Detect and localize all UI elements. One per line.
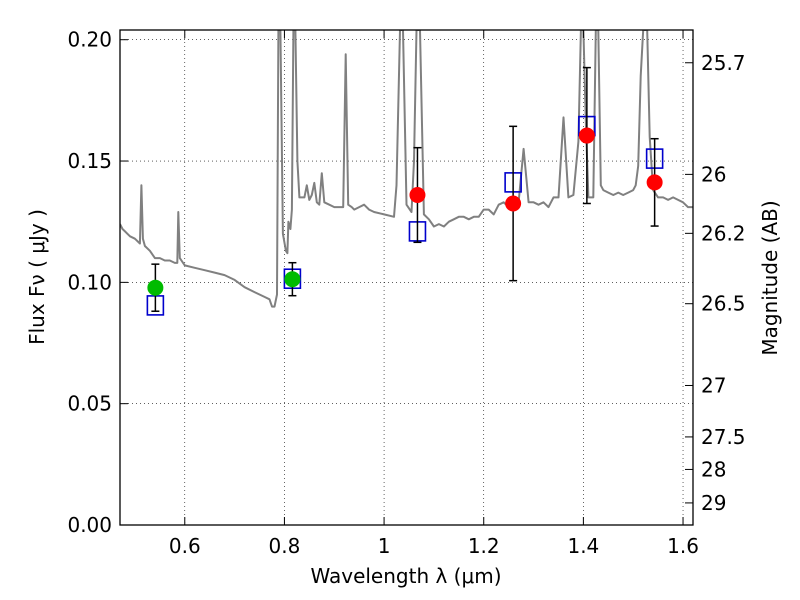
y-axis-label: Flux Fν ( μJy ) xyxy=(25,209,49,345)
x-tick-label: 1.6 xyxy=(667,534,699,558)
plot-background xyxy=(120,30,693,525)
mag-tick-label: 25.7 xyxy=(701,51,746,75)
mag-tick-label: 26.2 xyxy=(701,221,746,245)
mag-tick-label: 29 xyxy=(701,491,726,515)
y-tick-label: 0.15 xyxy=(67,149,112,173)
axis-ticks: 0.6 0.8 1 1.2 1.4 1.6 0.00 0.05 0.10 0.15 0.20 25.7… xyxy=(67,28,745,558)
observed-point xyxy=(284,271,301,288)
model-sed-line xyxy=(120,30,693,308)
y-tick-label: 0.20 xyxy=(67,28,112,52)
observed-point xyxy=(578,127,595,144)
plot-frame xyxy=(119,29,694,526)
observed-point xyxy=(147,279,164,296)
y-axis-right-label: Magnitude (AB) xyxy=(758,200,782,355)
y-tick-label: 0.05 xyxy=(67,392,112,416)
x-tick-label: 0.6 xyxy=(169,534,201,558)
observed-point xyxy=(646,174,663,191)
mag-tick-label: 27 xyxy=(701,373,726,397)
y-tick-label: 0.10 xyxy=(67,270,112,294)
x-tick-label: 1.2 xyxy=(468,534,500,558)
mag-tick-label: 26 xyxy=(701,162,726,186)
x-tick-label: 0.8 xyxy=(269,534,301,558)
mag-tick-label: 27.5 xyxy=(701,425,746,449)
x-tick-label: 1 xyxy=(378,534,391,558)
observed-point xyxy=(409,187,426,203)
series-layer xyxy=(120,30,693,316)
observed-point xyxy=(505,195,522,212)
mag-tick-label: 26.5 xyxy=(701,292,746,316)
mag-tick-label: 28 xyxy=(701,457,726,481)
y-tick-label: 0.00 xyxy=(67,513,112,537)
x-tick-label: 1.4 xyxy=(567,534,599,558)
x-axis-label: Wavelength λ (μm) xyxy=(310,564,501,588)
grid-lines xyxy=(120,30,693,526)
